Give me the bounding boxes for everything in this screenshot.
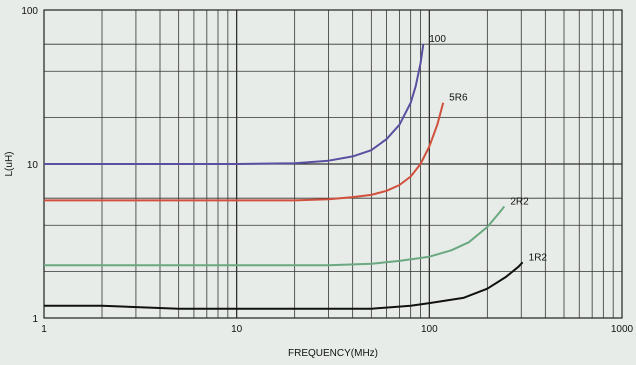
series-label-5R6: 5R6 <box>449 93 468 104</box>
y-tick-label: 1 <box>32 314 38 325</box>
series-labels: 100 5R6 2R2 1R2 <box>429 34 547 263</box>
series-line-100 <box>44 44 425 165</box>
series-layer <box>44 44 524 310</box>
series-label-1R2: 1R2 <box>529 252 548 263</box>
series-line-1R2 <box>44 261 524 310</box>
x-tick-label: 100 <box>421 324 438 335</box>
y-axis-title: L(uH) <box>4 151 15 176</box>
y-tick-label: 100 <box>21 6 38 17</box>
series-label-2R2: 2R2 <box>510 196 529 207</box>
x-axis-title: FREQUENCY(MHz) <box>288 348 378 359</box>
series-line-5R6 <box>44 102 445 202</box>
x-tick-label: 1000 <box>611 324 634 335</box>
x-tick-label: 10 <box>231 324 243 335</box>
y-tick-label: 10 <box>27 160 39 171</box>
tick-labels: 1 10 100 1000 1 10 100 <box>21 6 633 335</box>
x-tick-label: 1 <box>41 324 47 335</box>
series-line-2R2 <box>44 205 506 267</box>
series-label-100: 100 <box>429 34 446 45</box>
